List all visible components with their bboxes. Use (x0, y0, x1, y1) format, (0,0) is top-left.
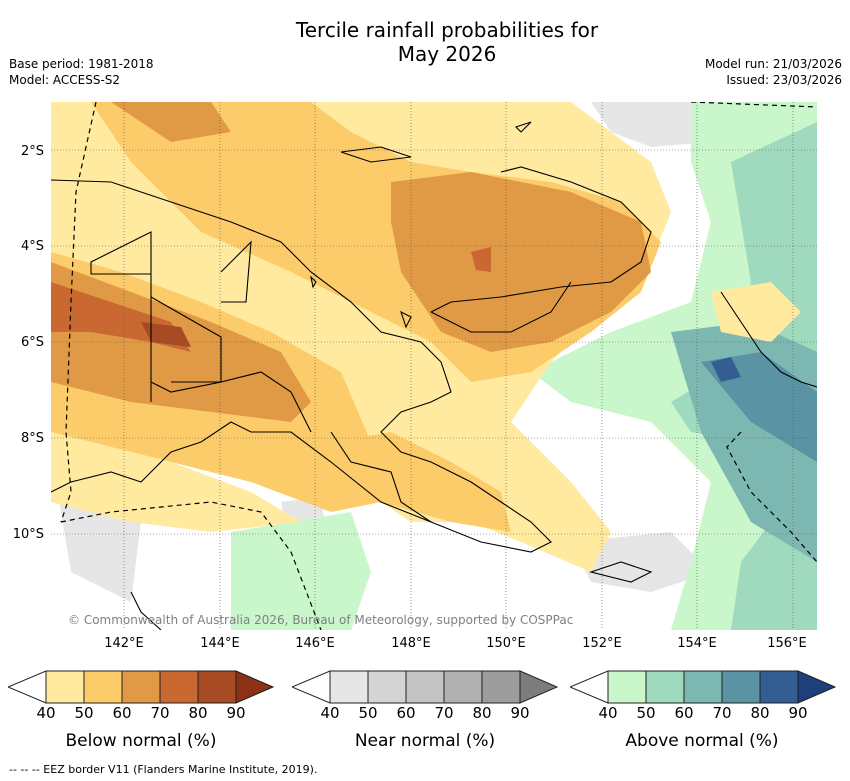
meta-left: Base period: 1981-2018 Model: ACCESS-S2 (9, 56, 154, 88)
colorbar-near-normal-swatches (290, 670, 559, 704)
cb3-tick-90: 90 (788, 704, 808, 722)
cb3-tick-70: 70 (712, 704, 732, 722)
cb1-tick-70: 70 (150, 704, 170, 722)
base-period: Base period: 1981-2018 (9, 57, 154, 71)
meta-right: Model run: 21/03/2026 Issued: 23/03/2026 (705, 56, 842, 88)
lon-label-148e: 148°E (391, 636, 431, 651)
rainfall-map (51, 102, 817, 630)
cb1-tick-80: 80 (188, 704, 208, 722)
model-run: Model run: 21/03/2026 (704, 57, 842, 71)
map-title: Tercile rainfall probabilities for May 2… (0, 18, 850, 66)
lon-label-142e: 142°E (104, 636, 144, 651)
cb1-tick-50: 50 (74, 704, 94, 722)
issued-date: Issued: 23/03/2026 (726, 73, 842, 87)
cb2-tick-80: 80 (472, 704, 492, 722)
lon-label-154e: 154°E (677, 636, 717, 651)
cb2-tick-50: 50 (358, 704, 378, 722)
lat-label-8s: 8°S (20, 431, 44, 446)
lon-label-152e: 152°E (582, 636, 622, 651)
cb2-tick-70: 70 (434, 704, 454, 722)
cb3-label: Above normal (%) (625, 731, 779, 751)
colorbar-above-normal-swatches (568, 670, 837, 704)
cb1-label: Below normal (%) (65, 731, 217, 751)
lon-label-156e: 156°E (767, 636, 807, 651)
colorbar-near-normal (290, 670, 559, 708)
lon-label-144e: 144°E (200, 636, 240, 651)
lat-label-6s: 6°S (20, 335, 44, 350)
lat-label-4s: 4°S (20, 239, 44, 254)
cb3-tick-80: 80 (750, 704, 770, 722)
lon-label-146e: 146°E (295, 636, 335, 651)
lon-label-150e: 150°E (486, 636, 526, 651)
cb1-tick-90: 90 (226, 704, 246, 722)
cb3-tick-40: 40 (598, 704, 618, 722)
cb1-tick-60: 60 (112, 704, 132, 722)
cb2-label: Near normal (%) (354, 731, 496, 751)
lat-label-10s: 10°S (12, 527, 44, 542)
cb2-tick-40: 40 (320, 704, 340, 722)
cb3-tick-60: 60 (674, 704, 694, 722)
map-canvas (51, 102, 817, 630)
colorbar-above-normal (568, 670, 837, 708)
colorbar-below-normal (6, 670, 275, 708)
title-line-1: Tercile rainfall probabilities for (295, 18, 599, 42)
title-line-2: May 2026 (397, 42, 497, 66)
copyright-notice: © Commonwealth of Australia 2026, Bureau… (68, 613, 574, 627)
eez-note: -- -- -- EEZ border V11 (Flanders Marine… (9, 763, 318, 776)
model-name: Model: ACCESS-S2 (9, 73, 121, 87)
cb3-tick-50: 50 (636, 704, 656, 722)
cb2-tick-60: 60 (396, 704, 416, 722)
cb1-tick-40: 40 (36, 704, 56, 722)
cb2-tick-90: 90 (510, 704, 530, 722)
colorbar-below-normal-swatches (6, 670, 275, 704)
lat-label-2s: 2°S (20, 144, 44, 159)
